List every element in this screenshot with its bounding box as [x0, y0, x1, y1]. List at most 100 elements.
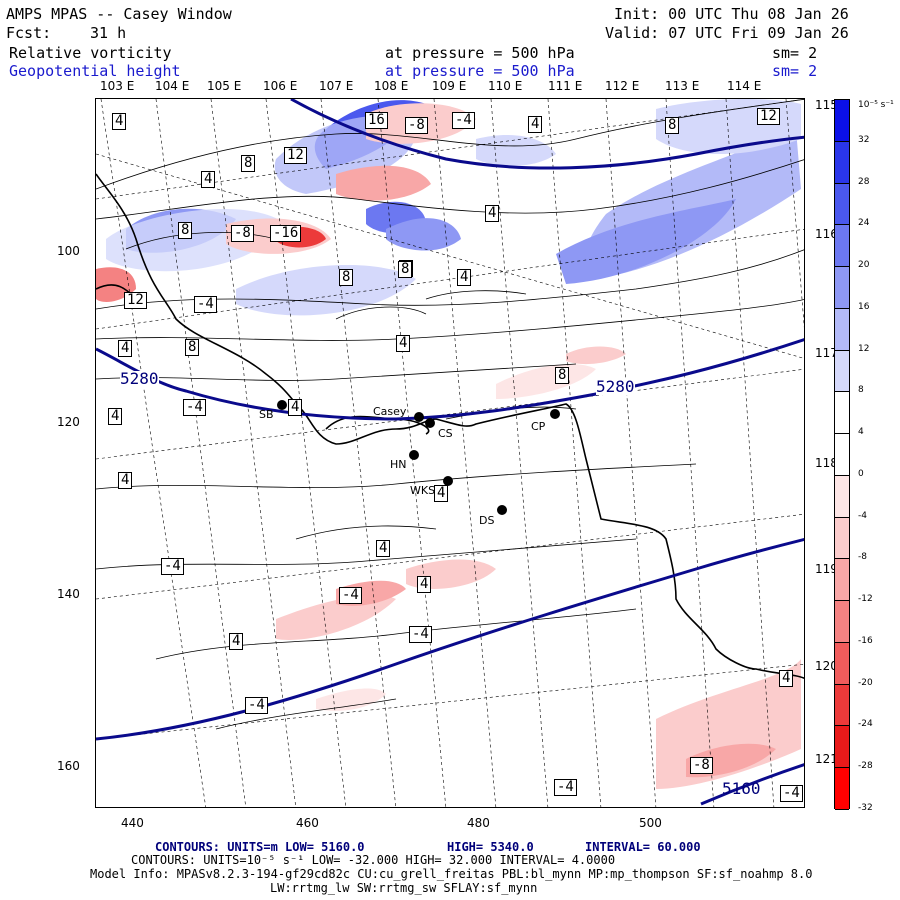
- vorticity-contour-label: 8: [665, 117, 680, 134]
- vorticity-contour-label: 4: [434, 485, 449, 502]
- stations: [277, 400, 560, 515]
- graticule: [96, 99, 804, 807]
- colorbar-segment: [835, 392, 849, 435]
- vorticity-contour-label: 8: [339, 269, 354, 286]
- y-tick-label: 120: [57, 415, 80, 429]
- field1-level: at pressure = 500 hPa: [385, 44, 575, 62]
- colorbar-segment: [835, 141, 849, 184]
- station-label: HN: [390, 458, 407, 471]
- colorbar-label: 32: [858, 134, 870, 145]
- station-label: WKS: [410, 484, 436, 497]
- vorticity-contour-label: -16: [270, 225, 302, 242]
- lon-label: 106 E: [263, 79, 298, 93]
- height-label: 5160: [722, 779, 761, 798]
- vorticity-contour-label: 4: [457, 269, 472, 286]
- y-tick-label: 140: [57, 587, 80, 601]
- vorticity-contour-label: 12: [757, 108, 780, 125]
- y-tick-label: 100: [57, 244, 80, 258]
- vorticity-contour-label: -8: [690, 757, 713, 774]
- field2-level: at pressure = 500 hPa: [385, 62, 575, 80]
- vorticity-contour-label: 8: [178, 222, 193, 239]
- station-sb-marker: [277, 400, 287, 410]
- colorbar-segment: [835, 768, 849, 810]
- valid-time: Valid: 07 UTC Fri 09 Jan 26: [605, 24, 849, 42]
- colorbar-segment: [835, 434, 849, 476]
- x-tick-label: 440: [121, 816, 144, 830]
- vorticity-contour-label: 8: [398, 261, 413, 278]
- vorticity-contour-label: 4: [288, 399, 303, 416]
- colorbar-label: -8: [858, 552, 867, 563]
- colorbar-label: -20: [858, 677, 873, 688]
- x-tick-label: 500: [639, 816, 662, 830]
- vorticity-contour-label: 4: [108, 408, 123, 425]
- station-label: CS: [438, 427, 453, 440]
- colorbar-segment: [835, 684, 849, 727]
- positive-vorticity-shading: [106, 99, 801, 316]
- field1-smoothing: sm= 2: [772, 44, 818, 62]
- vorticity-contour-label: 4: [396, 335, 411, 352]
- map-plot[interactable]: Casey CS CP SB HN WKS DS 5280 5280 5160: [95, 98, 805, 808]
- colorbar-label: -16: [858, 635, 873, 646]
- colorbar-segment: [835, 517, 849, 560]
- forecast-hour: 31 h: [90, 24, 127, 42]
- height-contour-high: HIGH= 5340.0: [447, 840, 534, 854]
- colorbar-label: 12: [858, 343, 870, 354]
- vorticity-contour-label: -4: [780, 785, 803, 802]
- vorticity-contour-label: 4: [118, 340, 133, 357]
- colorbar-segment: [835, 475, 849, 518]
- x-tick-label: 480: [467, 816, 490, 830]
- colorbar-segment: [835, 642, 849, 685]
- height-contour-interval: INTERVAL= 60.000: [585, 840, 701, 854]
- vorticity-contour-label: -4: [339, 587, 362, 604]
- station-hn-marker: [409, 450, 419, 460]
- vorticity-contour-label: 4: [528, 116, 543, 133]
- colorbar-segment: [835, 601, 849, 643]
- colorbar-label: -4: [858, 510, 867, 521]
- vorticity-contour-label: 8: [555, 367, 570, 384]
- lon-label: 109 E: [432, 79, 467, 93]
- lon-label: 108 E: [374, 79, 409, 93]
- colorbar-label: 20: [858, 260, 870, 271]
- height-label: 5280: [596, 377, 635, 396]
- lon-label: 111 E: [548, 79, 583, 93]
- colorbar-label: -12: [858, 594, 873, 605]
- colorbar-segment: [835, 726, 849, 769]
- colorbar-label: 8: [858, 385, 864, 396]
- vorticity-contour-label: -8: [405, 117, 428, 134]
- colorbar-label: 0: [858, 468, 864, 479]
- colorbar-segment: [835, 308, 849, 351]
- lon-label: 110 E: [488, 79, 523, 93]
- model-info: Model Info: MPASv8.2.3-194-gf29cd82c CU:…: [90, 867, 813, 881]
- vorticity-contour-label: -4: [452, 112, 475, 129]
- colorbar-segment: [835, 350, 849, 393]
- colorbar: [834, 99, 850, 810]
- forecast-label: Fcst:: [6, 24, 52, 42]
- vorticity-contour-label: -4: [409, 626, 432, 643]
- lon-label: 103 E: [100, 79, 135, 93]
- colorbar-segment: [835, 183, 849, 226]
- lon-label: 112 E: [605, 79, 640, 93]
- model-info-radiation: LW:rrtmg_lw SW:rrtmg_sw SFLAY:sf_mynn: [270, 881, 538, 895]
- station-label: SB: [259, 408, 274, 421]
- lon-label: 113 E: [665, 79, 700, 93]
- station-label: DS: [479, 514, 495, 527]
- station-cp-marker: [550, 409, 560, 419]
- vorticity-contour-label: 4: [229, 633, 244, 650]
- lon-label: 114 E: [727, 79, 762, 93]
- colorbar-segment: [835, 267, 849, 309]
- station-label: Casey: [373, 405, 407, 418]
- vorticity-contour-label: 4: [485, 205, 500, 222]
- lon-label: 105 E: [207, 79, 242, 93]
- x-tick-label: 460: [296, 816, 319, 830]
- field2-smoothing: sm= 2: [772, 62, 818, 80]
- vorticity-contour-label: 4: [201, 171, 216, 188]
- station-ds-marker: [497, 505, 507, 515]
- lon-label: 107 E: [319, 79, 354, 93]
- model-title: AMPS MPAS -- Casey Window: [6, 5, 232, 23]
- vorticity-contour-label: 4: [118, 472, 133, 489]
- vorticity-contour-label: 12: [284, 147, 307, 164]
- y-tick-label: 160: [57, 759, 80, 773]
- vorticity-contour-label: 16: [365, 112, 388, 129]
- height-contour-info: CONTOURS: UNITS=m LOW= 5160.0: [155, 840, 365, 854]
- vorticity-contour-label: 4: [779, 670, 794, 687]
